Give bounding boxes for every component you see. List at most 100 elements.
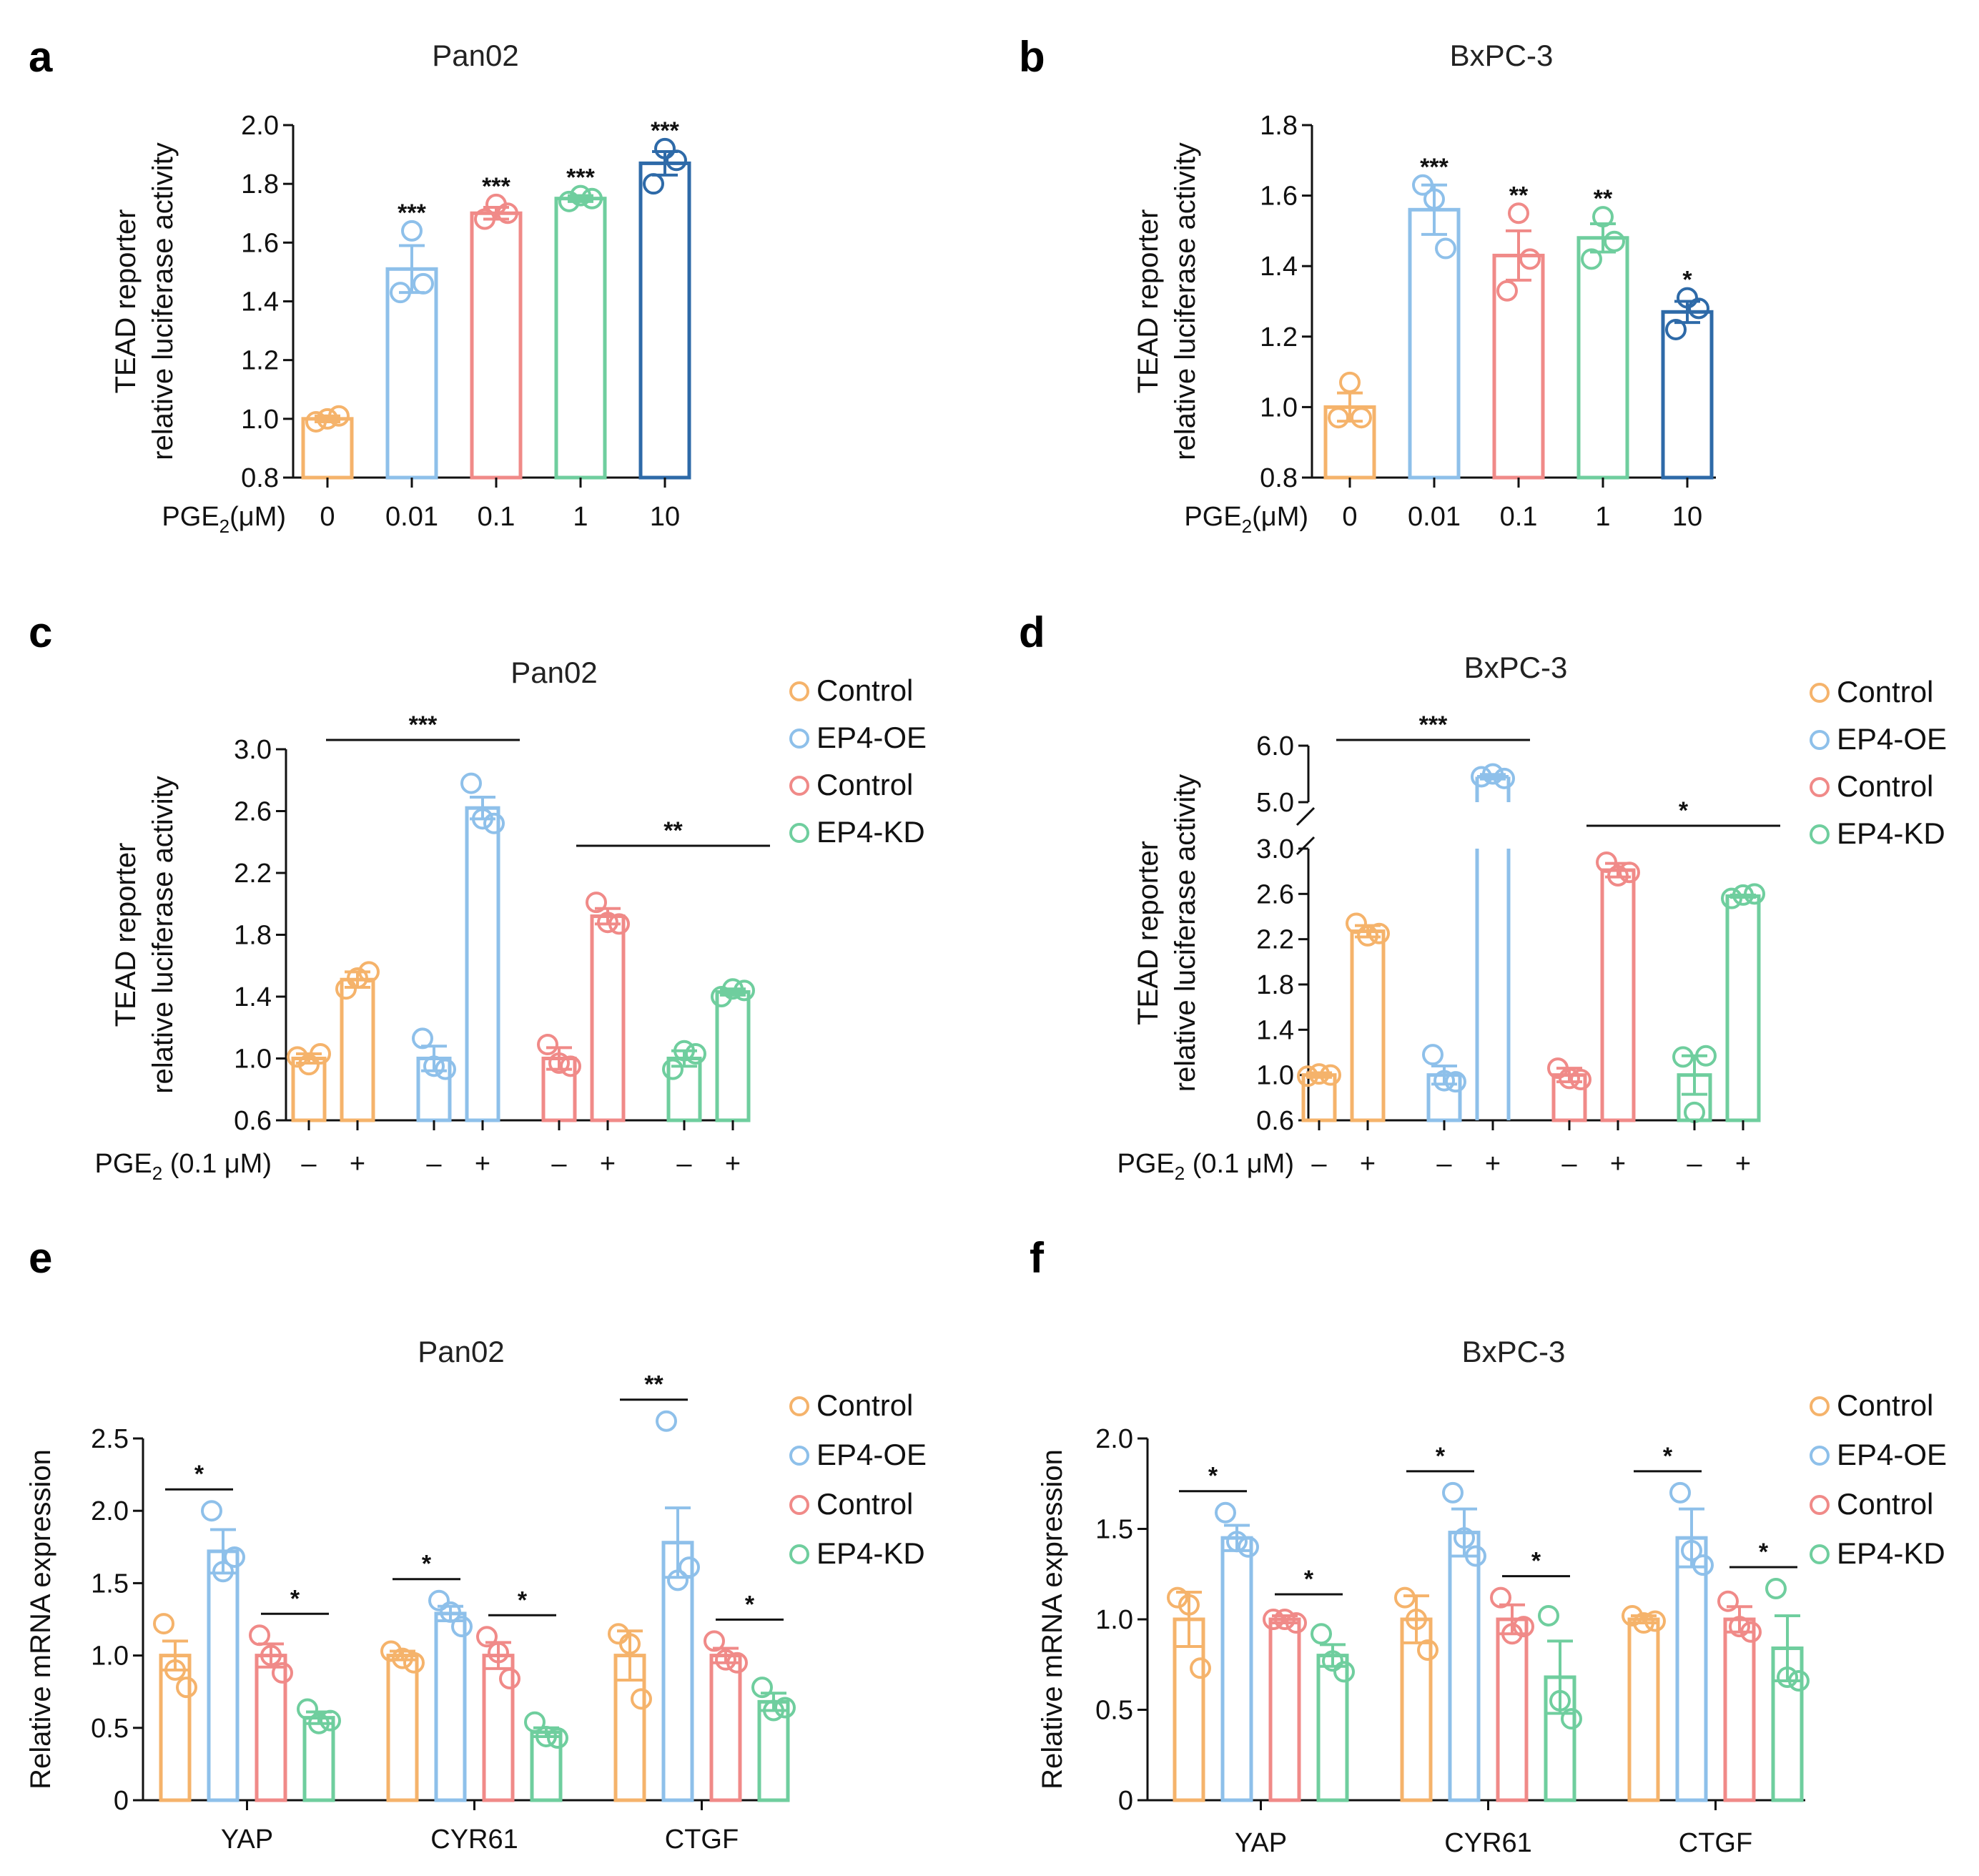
y-tick-label: 1.4	[1260, 252, 1298, 282]
data-point	[176, 1677, 197, 1699]
x-tick-label: 0.01	[1408, 502, 1461, 532]
data-point	[305, 410, 327, 433]
y-axis-label: Relative mRNA expression	[1037, 1449, 1068, 1789]
legend-marker	[1810, 1495, 1830, 1515]
data-point	[1688, 297, 1709, 320]
bar-yap	[1220, 1536, 1253, 1802]
data-point	[1190, 1657, 1211, 1679]
bar-plus	[465, 806, 500, 1122]
x-tick-label: CYR61	[430, 1825, 518, 1855]
bar-0.01	[1408, 207, 1461, 480]
data-point	[1482, 763, 1504, 785]
bar-plus	[715, 990, 751, 1122]
y-tick-label: 2.2	[1256, 925, 1294, 955]
significance-marker: *	[518, 1586, 528, 1614]
data-point	[1669, 1481, 1691, 1504]
y-tick-label: 1.5	[1095, 1515, 1133, 1545]
chart-title: BxPC-3	[1464, 651, 1568, 684]
data-point	[581, 187, 603, 209]
y-tick-label: 0	[1118, 1786, 1133, 1816]
y-tick-label: 5.0	[1256, 788, 1294, 818]
significance-marker: *	[1436, 1443, 1446, 1470]
data-point	[666, 149, 687, 172]
data-point	[643, 173, 664, 195]
bar-0.1	[1492, 253, 1545, 480]
y-axis-label: relative luciferase activity	[147, 142, 179, 460]
data-point	[1454, 1527, 1475, 1549]
x-tick-label: +	[1360, 1149, 1376, 1179]
data-point	[1519, 248, 1541, 270]
legend-entry-control: Control	[816, 1388, 913, 1422]
x-tick-label: CTGF	[665, 1825, 739, 1855]
x-tick-label: 1	[573, 502, 588, 532]
data-point	[1549, 1689, 1571, 1712]
bar-yap	[1268, 1617, 1301, 1802]
bar-minus	[291, 1057, 327, 1122]
data-point	[403, 1652, 425, 1674]
data-point	[460, 772, 482, 794]
data-point	[667, 1569, 689, 1591]
significance-marker: *	[194, 1461, 204, 1488]
x-tick-label: –	[1436, 1149, 1452, 1179]
data-point	[392, 1647, 413, 1669]
x-tick-label: +	[600, 1149, 616, 1179]
data-point	[297, 1698, 318, 1720]
data-point	[619, 1633, 641, 1655]
bar-1	[1576, 236, 1629, 480]
panel-label-b: b	[1019, 33, 1045, 81]
data-point	[1619, 862, 1640, 884]
significance-marker: **	[663, 817, 683, 844]
y-tick-label: 1.4	[1256, 1015, 1294, 1045]
data-point	[1465, 1545, 1486, 1567]
significance-marker: ***	[1419, 711, 1448, 739]
data-point	[1581, 248, 1602, 270]
data-point	[310, 1043, 331, 1065]
data-point	[1351, 407, 1372, 429]
legend-entry-control: Control	[816, 673, 913, 707]
data-point	[751, 1677, 773, 1699]
data-point	[272, 1662, 293, 1684]
data-point	[1322, 1650, 1343, 1672]
data-point	[317, 408, 338, 430]
data-point	[1561, 1708, 1582, 1730]
data-point	[1717, 1590, 1739, 1612]
legend-entry-ep4-kd: EP4-KD	[1837, 1536, 1945, 1570]
significance-marker: *	[1531, 1548, 1541, 1575]
y-tick-label: 2.0	[1095, 1424, 1133, 1454]
data-point	[1406, 1609, 1427, 1630]
data-point	[547, 1727, 568, 1749]
y-tick-label: 1.6	[241, 228, 279, 258]
data-point	[536, 1725, 557, 1747]
data-point	[704, 1630, 725, 1652]
data-point	[1178, 1594, 1200, 1616]
data-point	[1496, 280, 1518, 302]
bar-ctgf	[1723, 1617, 1756, 1802]
axis-break-mark	[1296, 806, 1316, 826]
data-point	[1677, 287, 1698, 309]
x-tick-label: +	[1485, 1149, 1501, 1179]
legend-marker	[1810, 730, 1830, 750]
data-point	[1346, 912, 1367, 934]
data-point	[1433, 1070, 1455, 1092]
data-point	[1308, 1063, 1330, 1085]
data-point	[1501, 1623, 1523, 1645]
data-point	[1665, 318, 1687, 340]
data-point	[1644, 1610, 1666, 1632]
y-tick-label: 1.2	[241, 346, 279, 376]
data-point	[201, 1500, 222, 1522]
bar-cyr61	[1496, 1617, 1529, 1802]
y-tick-label: 1.8	[234, 921, 272, 951]
bar-cyr61	[482, 1654, 515, 1802]
data-point	[347, 967, 368, 989]
data-point	[472, 808, 493, 830]
significance-marker: ***	[398, 199, 426, 227]
legend-marker	[789, 1544, 809, 1564]
significance-marker: ***	[566, 164, 595, 192]
x-tick-label: 10	[650, 502, 680, 532]
x-axis-label: PGE2 (0.1 μM)	[1117, 1149, 1294, 1184]
bar-0.1	[470, 211, 523, 480]
data-point	[335, 978, 357, 1000]
data-point	[328, 405, 350, 427]
data-point	[715, 1649, 736, 1671]
legend-marker	[1810, 777, 1830, 797]
